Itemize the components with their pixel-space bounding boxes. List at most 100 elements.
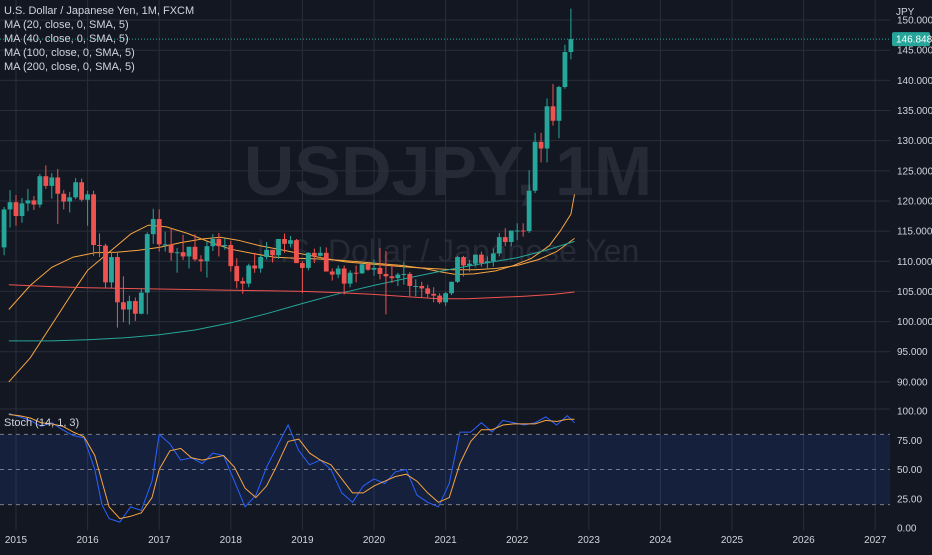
time-tick-label: 2027	[864, 535, 887, 546]
candle-body	[317, 252, 323, 256]
candle	[246, 263, 252, 288]
candle-body	[544, 106, 550, 149]
candle-body	[455, 257, 460, 282]
candle-body	[353, 272, 359, 274]
price-tick-label: 110.000	[897, 257, 932, 268]
candle-body	[467, 263, 472, 266]
candle	[144, 232, 150, 315]
candle-body	[508, 230, 514, 242]
currency-label: JPY	[896, 7, 915, 18]
candle-body	[341, 268, 347, 284]
candle-body	[228, 244, 234, 267]
candle-body	[156, 219, 162, 245]
candle-body	[258, 257, 264, 269]
candle	[413, 279, 419, 297]
candle-body	[121, 302, 126, 310]
time-tick-label: 2026	[792, 535, 815, 546]
candle	[126, 295, 132, 325]
candle	[419, 281, 425, 298]
candle-body	[329, 271, 335, 275]
candle	[67, 191, 73, 213]
candle-body	[538, 141, 544, 149]
candle-body	[79, 182, 85, 200]
candle	[270, 249, 275, 263]
candle	[49, 173, 55, 199]
legend: U.S. Dollar / Japanese Yen, 1M, FXCM MA …	[4, 4, 194, 74]
candle-body	[115, 257, 120, 303]
stoch-lines	[8, 412, 575, 523]
time-tick-label: 2015	[5, 535, 28, 546]
candle	[79, 178, 85, 202]
candle	[359, 263, 365, 274]
candle	[282, 233, 287, 253]
candle-body	[431, 293, 437, 296]
candle-body	[335, 268, 341, 275]
candle	[353, 265, 359, 283]
candle	[174, 248, 180, 273]
candle-body	[97, 244, 102, 246]
candle-body	[13, 202, 19, 217]
candle-body	[192, 246, 198, 260]
candle	[109, 252, 114, 289]
candle	[73, 178, 79, 200]
candle	[407, 272, 413, 297]
candle-body	[383, 273, 389, 277]
candle-body	[126, 301, 132, 310]
candle	[132, 297, 138, 321]
candle	[496, 232, 502, 257]
candle	[186, 246, 192, 269]
time-tick-label: 2022	[506, 535, 529, 546]
candle-body	[144, 234, 150, 293]
candle-body	[138, 292, 144, 314]
candle-body	[359, 264, 365, 274]
stoch-line-1	[8, 414, 575, 520]
candle-body	[222, 244, 228, 247]
candle-body	[210, 238, 216, 247]
candle	[311, 248, 317, 264]
candle	[467, 260, 472, 272]
candle-body	[19, 203, 25, 217]
price-tick-label: 95.000	[897, 347, 928, 358]
stoch-tick-label: 75.00	[897, 436, 922, 447]
time-tick-label: 2016	[76, 535, 99, 546]
candle	[532, 132, 538, 194]
candle	[288, 235, 293, 248]
candle-body	[377, 267, 383, 274]
candle	[443, 292, 448, 306]
candle-body	[300, 263, 305, 268]
candle-body	[49, 177, 55, 186]
candle-body	[395, 274, 401, 279]
time-tick-label: 2018	[220, 535, 243, 546]
price-tick-label: 140.000	[897, 76, 932, 87]
price-tick-label: 130.000	[897, 136, 932, 147]
candle	[508, 230, 514, 247]
candle-body	[276, 238, 281, 256]
candle	[461, 255, 466, 277]
candle-body	[407, 273, 413, 286]
candle	[97, 233, 102, 258]
stoch-tick-label: 25.00	[897, 494, 922, 505]
candle	[568, 8, 574, 60]
candle	[473, 254, 478, 267]
time-tick-label: 2021	[434, 535, 457, 546]
candle-body	[532, 141, 538, 191]
candle	[514, 223, 520, 241]
candle	[103, 243, 108, 289]
candle	[216, 232, 222, 257]
candle-body	[55, 177, 61, 194]
candle	[562, 44, 568, 89]
candle	[544, 98, 550, 163]
candle	[401, 261, 407, 285]
candle	[490, 248, 496, 267]
candle-body	[282, 238, 287, 244]
candle-body	[401, 273, 407, 275]
candle-body	[103, 245, 108, 283]
candle	[115, 252, 120, 328]
candle-body	[502, 237, 508, 242]
candles	[0, 8, 890, 328]
candle	[425, 284, 431, 298]
legend-title: U.S. Dollar / Japanese Yen, 1M, FXCM	[4, 5, 195, 17]
candle	[25, 188, 31, 212]
candle	[526, 170, 532, 233]
